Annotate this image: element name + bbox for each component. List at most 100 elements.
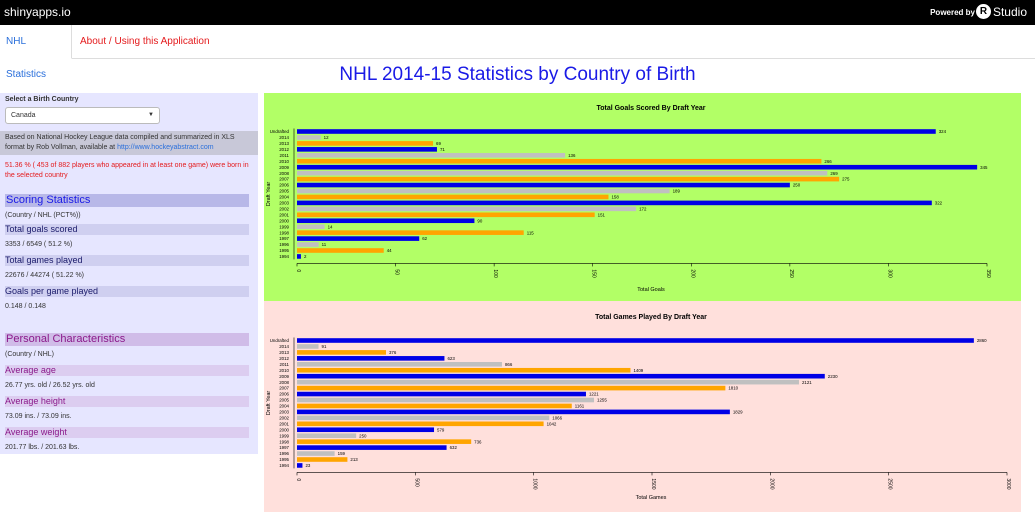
data-label: 2230 xyxy=(828,374,838,379)
category-label: 1997 xyxy=(279,445,289,450)
category-label: 2012 xyxy=(279,147,289,152)
category-label: 2006 xyxy=(279,183,289,188)
chart-title: Total Games Played By Draft Year xyxy=(595,314,707,321)
data-label: 345 xyxy=(980,165,988,170)
source-note: Based on National Hockey League data com… xyxy=(0,131,258,155)
category-label: 2010 xyxy=(279,368,289,373)
bar xyxy=(297,445,447,450)
x-tick-label: 2000 xyxy=(768,478,774,489)
category-label: 2009 xyxy=(279,374,289,379)
data-label: 269 xyxy=(830,171,838,176)
average-height-value: 73.09 ins. / 73.09 ins. xyxy=(5,413,72,420)
category-label: 2003 xyxy=(279,410,289,415)
category-label: 1995 xyxy=(279,457,289,462)
x-tick-label: 3000 xyxy=(1005,478,1011,489)
x-tick-label: 100 xyxy=(492,269,498,278)
total-games-value: 22676 / 44274 ( 51.22 %) xyxy=(5,272,85,279)
bar xyxy=(297,344,319,349)
goals-chart: Total Goals Scored By Draft Year Undrafte… xyxy=(266,105,991,293)
data-label: 579 xyxy=(437,427,445,432)
bar xyxy=(297,367,631,373)
category-label: 2010 xyxy=(279,159,289,164)
bar xyxy=(297,170,828,176)
bar xyxy=(297,379,799,385)
chart-title: Total Goals Scored By Draft Year xyxy=(596,105,705,112)
bar xyxy=(297,141,434,146)
category-label: 2014 xyxy=(279,344,289,349)
bar xyxy=(297,200,932,206)
data-label: 189 xyxy=(673,189,681,194)
category-label: 2002 xyxy=(279,206,289,211)
category-label: 2004 xyxy=(279,404,289,409)
brand-title[interactable]: shinyapps.io xyxy=(4,5,71,19)
bar xyxy=(297,463,303,468)
tab-nhl-statistics[interactable]: NHL Statistics xyxy=(0,25,72,80)
x-axis-title: Total Games xyxy=(636,495,667,501)
bar xyxy=(297,212,595,218)
bar xyxy=(297,427,435,433)
caret-down-icon: ▼ xyxy=(148,112,154,118)
data-label: 213 xyxy=(350,457,358,462)
r-logo-icon[interactable]: R xyxy=(976,4,991,19)
games-chart-panel: Total Games Played By Draft Year Undrafte… xyxy=(264,301,1021,512)
tab-about[interactable]: About / Using this Application xyxy=(80,36,210,47)
studio-logo-text: Studio xyxy=(992,5,1027,19)
source-text: Based on National Hockey League data com… xyxy=(5,134,235,151)
category-label: 2013 xyxy=(279,141,289,146)
bar xyxy=(297,182,790,188)
category-label: 1995 xyxy=(279,248,289,253)
goals-per-game-label: Goals per game played xyxy=(5,286,249,297)
page-title: NHL 2014-15 Statistics by Country of Bir… xyxy=(339,64,696,85)
games-chart: Total Games Played By Draft Year Undrafte… xyxy=(266,314,1011,501)
data-label: 322 xyxy=(935,201,943,206)
data-label: 71 xyxy=(440,147,445,152)
category-label: 2000 xyxy=(279,218,289,223)
bar xyxy=(297,135,321,140)
average-height-label: Average height xyxy=(5,396,249,407)
average-age-label: Average age xyxy=(5,365,249,376)
category-label: 1997 xyxy=(279,236,289,241)
top-bar: shinyapps.io Powered by R Studio xyxy=(0,0,1035,25)
country-select-value: Canada xyxy=(11,112,36,119)
category-label: 2005 xyxy=(279,189,289,194)
goals-chart-panel: Total Goals Scored By Draft Year Undrafte… xyxy=(264,93,1021,301)
bar xyxy=(297,457,348,462)
data-label: 266 xyxy=(824,159,832,164)
data-label: 23 xyxy=(305,463,310,468)
x-tick-label: 150 xyxy=(591,269,597,278)
data-label: 2121 xyxy=(802,380,812,385)
personal-characteristics-heading: Personal Characteristics xyxy=(5,333,249,346)
powered-by-label: Powered by xyxy=(930,8,975,17)
x-tick-label: 1500 xyxy=(650,478,656,489)
data-label: 1221 xyxy=(589,392,599,397)
bar xyxy=(297,451,335,456)
data-label: 1255 xyxy=(597,398,607,403)
data-label: 11 xyxy=(322,242,327,247)
bar xyxy=(297,385,726,391)
bar xyxy=(297,439,472,444)
data-label: 2860 xyxy=(977,338,987,343)
data-label: 158 xyxy=(611,195,619,200)
category-label: Undrafted xyxy=(270,129,290,134)
bar xyxy=(297,421,544,427)
scoring-stats-subtitle: (Country / NHL (PCT%)) xyxy=(5,212,81,219)
data-label: 69 xyxy=(436,141,441,146)
bar xyxy=(297,164,978,170)
source-link[interactable]: http://www.hockeyabstract.com xyxy=(117,144,214,151)
data-label: 151 xyxy=(598,212,606,217)
bar xyxy=(297,188,670,194)
data-label: 1409 xyxy=(633,368,643,373)
category-label: 1996 xyxy=(279,451,289,456)
category-label: 2006 xyxy=(279,392,289,397)
x-tick-label: 50 xyxy=(394,269,400,275)
bar xyxy=(297,153,566,158)
x-tick-label: 0 xyxy=(295,269,301,272)
data-label: 1066 xyxy=(552,415,562,420)
data-label: 1829 xyxy=(733,410,743,415)
country-select[interactable]: Canada ▼ xyxy=(5,107,160,124)
bar xyxy=(297,356,445,361)
bar xyxy=(297,403,572,409)
x-tick-label: 1000 xyxy=(532,478,538,489)
bar xyxy=(297,224,325,229)
total-games-label: Total games played xyxy=(5,255,249,266)
